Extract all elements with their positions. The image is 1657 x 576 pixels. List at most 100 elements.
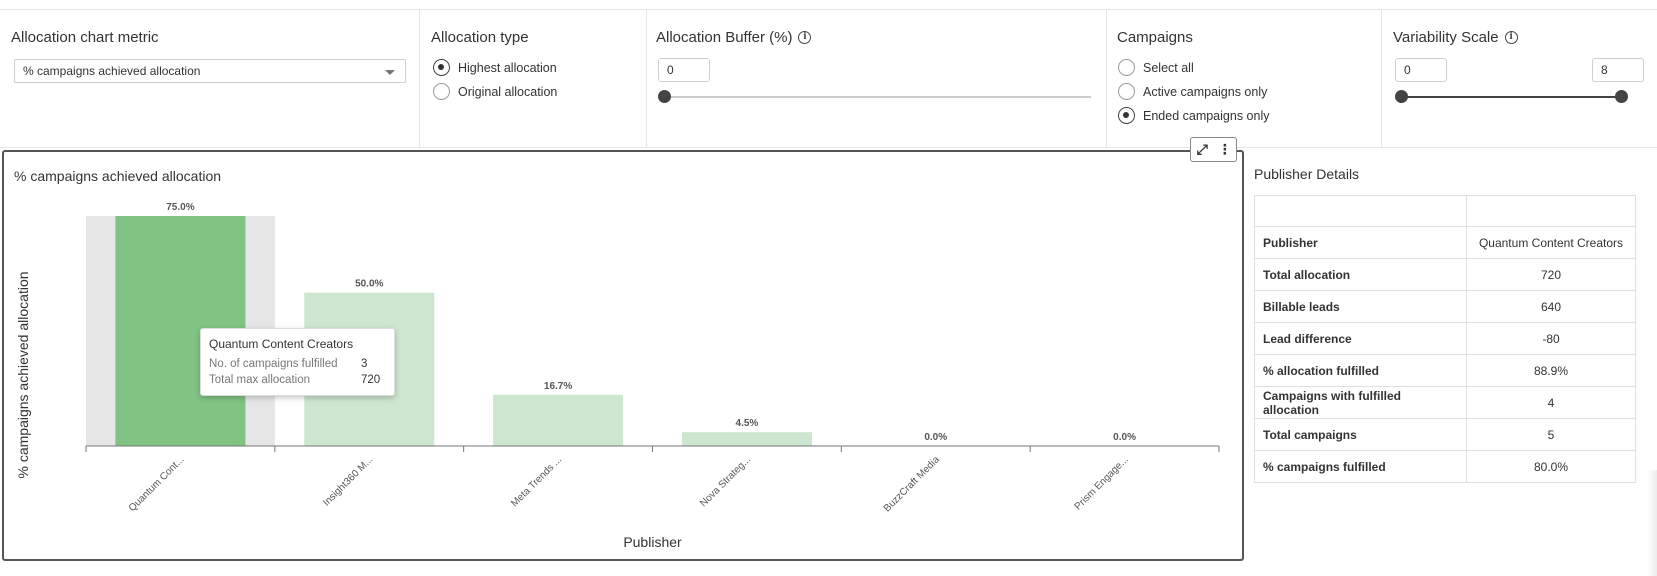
x-tick-label: Meta Trends ... [509,454,564,509]
row-label: Total campaigns [1254,418,1467,451]
tooltip-row: Total max allocation 720 [209,372,386,388]
x-axis-label: Publisher [623,534,682,550]
radio-label: Ended campaigns only [1143,108,1270,123]
card-toolbar: ⤢ ⋮ [1190,137,1237,162]
radio-button[interactable] [433,83,450,100]
tooltip-title: Quantum Content Creators [209,337,354,351]
radio-button[interactable] [1118,83,1135,100]
metric-filter-panel: Allocation chart metric % campaigns achi… [0,10,420,148]
variability-max-handle[interactable] [1615,90,1628,103]
table-row: Publisher Quantum Content Creators [1254,226,1636,259]
info-icon[interactable]: i [798,31,812,44]
expand-icon[interactable]: ⤢ [1196,141,1208,157]
row-value: Quantum Content Creators [1466,226,1636,259]
data-label: 16.7% [544,381,572,392]
row-label: Campaigns with fulfilled allocation [1254,386,1467,419]
radio-active-campaigns[interactable]: Active campaigns only [1118,83,1267,100]
x-tick-label: Prism Engage... [1073,454,1131,512]
data-label: 50.0% [355,279,383,290]
data-label: 75.0% [166,202,194,213]
data-label: 0.0% [1113,432,1136,443]
buffer-slider-track[interactable] [664,96,1091,98]
allocation-buffer-title: Allocation Buffer (%) i [656,29,812,46]
radio-label: Select all [1143,60,1194,75]
variability-slider-range[interactable] [1401,96,1622,98]
data-label: 0.0% [924,432,947,443]
row-value: 720 [1466,258,1636,291]
allocation-type-title: Allocation type [431,29,529,46]
allocation-type-panel: Allocation type Highest allocation Origi… [420,10,647,148]
bar[interactable] [493,394,624,446]
x-tick-label: BuzzCraft Media [882,454,942,514]
info-icon[interactable]: i [1504,31,1518,44]
row-value: 5 [1466,418,1636,451]
row-label: Total allocation [1254,258,1467,291]
chart-title: % campaigns achieved allocation [14,168,222,184]
x-tick-label: Insight360 M... [321,454,375,508]
top-border [0,0,1657,10]
table-header-cell [1254,195,1467,227]
details-title: Publisher Details [1254,166,1360,182]
table-row: Total allocation 720 [1254,258,1636,291]
row-value: -80 [1466,322,1636,355]
chevron-down-icon [385,70,395,75]
table-row: % allocation fulfilled 88.9% [1254,354,1636,387]
allocation-buffer-label: Allocation Buffer (%) [656,29,793,46]
radio-original-allocation[interactable]: Original allocation [433,83,557,100]
metric-dropdown-value: % campaigns achieved allocation [23,64,201,78]
y-axis-label: % campaigns achieved allocation [15,271,31,478]
tooltip-row-value: 3 [361,358,368,370]
allocation-buffer-panel: Allocation Buffer (%) i [647,10,1107,148]
radio-button[interactable] [1118,59,1135,76]
radio-select-all[interactable]: Select all [1118,59,1194,76]
scroll-shadow [1647,470,1657,576]
campaigns-panel: Campaigns Select all Active campaigns on… [1107,10,1382,148]
more-vertical-icon[interactable]: ⋮ [1217,141,1232,157]
metric-filter-title: Allocation chart metric [11,29,159,46]
table-row: Lead difference -80 [1254,322,1636,355]
table-row: % campaigns fulfilled 80.0% [1254,450,1636,483]
tooltip-row-label: No. of campaigns fulfilled [209,358,338,370]
radio-label: Active campaigns only [1143,84,1268,99]
variability-panel: Variability Scale i [1382,10,1657,148]
tooltip-row-label: Total max allocation [209,374,310,386]
radio-label: Original allocation [458,84,558,99]
buffer-input[interactable] [658,58,710,82]
publisher-details-table: Publisher Quantum Content Creators Total … [1254,195,1636,483]
row-value: 88.9% [1466,354,1636,387]
metric-dropdown[interactable]: % campaigns achieved allocation [14,59,406,83]
row-value: 80.0% [1466,450,1636,483]
x-tick-label: Quantum Cont... [127,454,187,514]
row-label: % campaigns fulfilled [1254,450,1467,483]
chart-tooltip: Quantum Content Creators No. of campaign… [200,328,395,396]
radio-button-checked[interactable] [433,59,450,76]
radio-ended-campaigns[interactable]: Ended campaigns only [1118,107,1269,124]
campaigns-title: Campaigns [1117,29,1193,46]
row-label: Publisher [1254,226,1467,259]
bar[interactable] [681,432,812,446]
row-label: Billable leads [1254,290,1467,323]
row-label: Lead difference [1254,322,1467,355]
radio-button-checked[interactable] [1118,107,1135,124]
variability-min-input[interactable] [1395,58,1447,82]
variability-title: Variability Scale i [1393,29,1518,46]
radio-label: Highest allocation [458,60,557,75]
radio-highest-allocation[interactable]: Highest allocation [433,59,557,76]
variability-min-handle[interactable] [1395,90,1408,103]
table-row: Billable leads 640 [1254,290,1636,323]
buffer-slider-handle[interactable] [658,90,671,103]
variability-max-input[interactable] [1592,58,1644,82]
row-label: % allocation fulfilled [1254,354,1467,387]
table-row: Total campaigns 5 [1254,418,1636,451]
tooltip-row: No. of campaigns fulfilled 3 [209,356,386,372]
table-header-cell [1466,195,1636,227]
data-label: 4.5% [736,418,759,429]
table-row: Campaigns with fulfilled allocation 4 [1254,386,1636,419]
variability-label: Variability Scale [1393,29,1499,46]
row-value: 640 [1466,290,1636,323]
row-value: 4 [1466,386,1636,419]
x-tick-label: Nova Strateg... [698,454,753,509]
table-header-row [1254,195,1636,227]
tooltip-row-value: 720 [361,374,381,386]
